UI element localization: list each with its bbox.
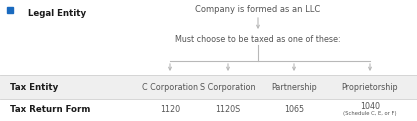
Text: Company is formed as an LLC: Company is formed as an LLC — [196, 4, 321, 14]
Text: Tax Return Form: Tax Return Form — [10, 106, 90, 114]
Text: C Corporation: C Corporation — [142, 83, 198, 91]
Text: Proprietorship: Proprietorship — [342, 83, 398, 91]
Text: 1040: 1040 — [360, 102, 380, 111]
Text: Tax Entity: Tax Entity — [10, 83, 58, 91]
Text: Must choose to be taxed as one of these:: Must choose to be taxed as one of these: — [175, 34, 341, 44]
Text: (Schedule C, E, or F): (Schedule C, E, or F) — [343, 111, 397, 116]
Text: 1065: 1065 — [284, 106, 304, 114]
Bar — [0, 75, 417, 99]
Text: S Corporation: S Corporation — [200, 83, 256, 91]
Text: 1120S: 1120S — [215, 106, 241, 114]
Text: 1120: 1120 — [160, 106, 180, 114]
Text: Partnership: Partnership — [271, 83, 317, 91]
Text: Legal Entity: Legal Entity — [28, 8, 86, 18]
